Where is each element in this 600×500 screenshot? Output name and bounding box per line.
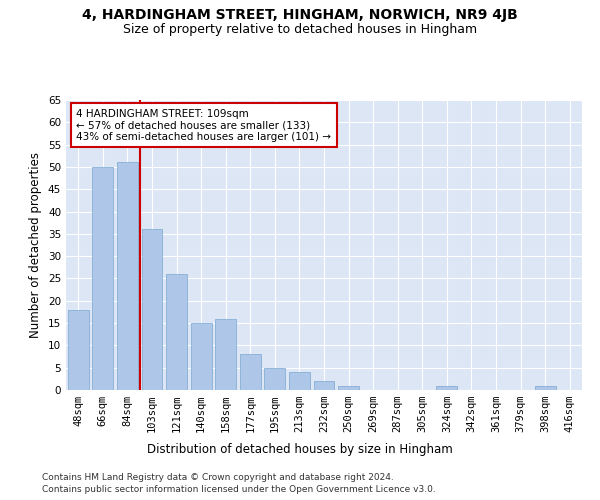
Bar [215,318,236,390]
Text: Size of property relative to detached houses in Hingham: Size of property relative to detached ho… [123,22,477,36]
Bar [117,162,138,390]
Bar [338,386,359,390]
Bar [535,386,556,390]
Bar [314,381,334,390]
Text: 4, HARDINGHAM STREET, HINGHAM, NORWICH, NR9 4JB: 4, HARDINGHAM STREET, HINGHAM, NORWICH, … [82,8,518,22]
Bar [142,230,163,390]
Y-axis label: Number of detached properties: Number of detached properties [29,152,43,338]
Text: Contains public sector information licensed under the Open Government Licence v3: Contains public sector information licen… [42,485,436,494]
Bar [92,167,113,390]
Bar [166,274,187,390]
Bar [436,386,457,390]
Text: Distribution of detached houses by size in Hingham: Distribution of detached houses by size … [147,442,453,456]
Text: 4 HARDINGHAM STREET: 109sqm
← 57% of detached houses are smaller (133)
43% of se: 4 HARDINGHAM STREET: 109sqm ← 57% of det… [76,108,331,142]
Bar [68,310,89,390]
Bar [191,323,212,390]
Bar [240,354,261,390]
Bar [289,372,310,390]
Bar [265,368,286,390]
Text: Contains HM Land Registry data © Crown copyright and database right 2024.: Contains HM Land Registry data © Crown c… [42,472,394,482]
